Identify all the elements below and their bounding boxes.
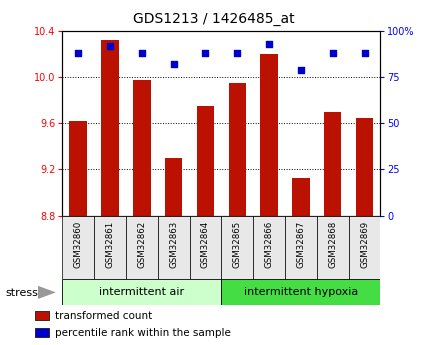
Point — [106, 43, 113, 49]
Point — [297, 67, 304, 72]
Text: GSM32867: GSM32867 — [296, 221, 305, 268]
Text: transformed count: transformed count — [55, 311, 152, 321]
Bar — [126, 216, 158, 279]
Bar — [285, 216, 317, 279]
Bar — [62, 279, 222, 305]
Text: stress: stress — [5, 288, 38, 297]
Text: GSM32862: GSM32862 — [138, 221, 146, 268]
Bar — [324, 112, 341, 216]
Point — [170, 61, 177, 67]
Bar — [349, 216, 380, 279]
Bar — [317, 216, 349, 279]
Bar — [253, 216, 285, 279]
Text: GSM32868: GSM32868 — [328, 221, 337, 268]
Text: GSM32869: GSM32869 — [360, 221, 369, 268]
Text: GSM32864: GSM32864 — [201, 221, 210, 268]
Bar — [133, 79, 150, 216]
Point — [361, 50, 368, 56]
Text: GSM32860: GSM32860 — [74, 221, 83, 268]
Text: GSM32863: GSM32863 — [169, 221, 178, 268]
Bar — [260, 54, 278, 216]
Point — [266, 41, 273, 47]
Bar — [94, 216, 126, 279]
Bar — [222, 279, 380, 305]
Point — [329, 50, 336, 56]
Bar — [158, 216, 190, 279]
Text: percentile rank within the sample: percentile rank within the sample — [55, 328, 231, 338]
Bar — [62, 216, 94, 279]
Bar — [101, 40, 119, 216]
Bar — [35, 311, 49, 320]
Text: GDS1213 / 1426485_at: GDS1213 / 1426485_at — [133, 12, 295, 26]
Bar — [356, 118, 373, 216]
Bar — [292, 178, 310, 216]
Bar — [69, 121, 87, 216]
Text: GSM32861: GSM32861 — [105, 221, 114, 268]
Bar — [229, 83, 246, 216]
Point — [75, 50, 82, 56]
Text: intermittent air: intermittent air — [99, 287, 184, 297]
Point — [202, 50, 209, 56]
Point — [138, 50, 146, 56]
Bar — [165, 158, 182, 216]
Bar — [197, 106, 214, 216]
Text: GSM32865: GSM32865 — [233, 221, 242, 268]
Point — [234, 50, 241, 56]
Bar — [35, 328, 49, 337]
Text: GSM32866: GSM32866 — [265, 221, 274, 268]
Polygon shape — [38, 286, 56, 299]
Bar — [222, 216, 253, 279]
Text: intermittent hypoxia: intermittent hypoxia — [244, 287, 358, 297]
Bar — [190, 216, 222, 279]
